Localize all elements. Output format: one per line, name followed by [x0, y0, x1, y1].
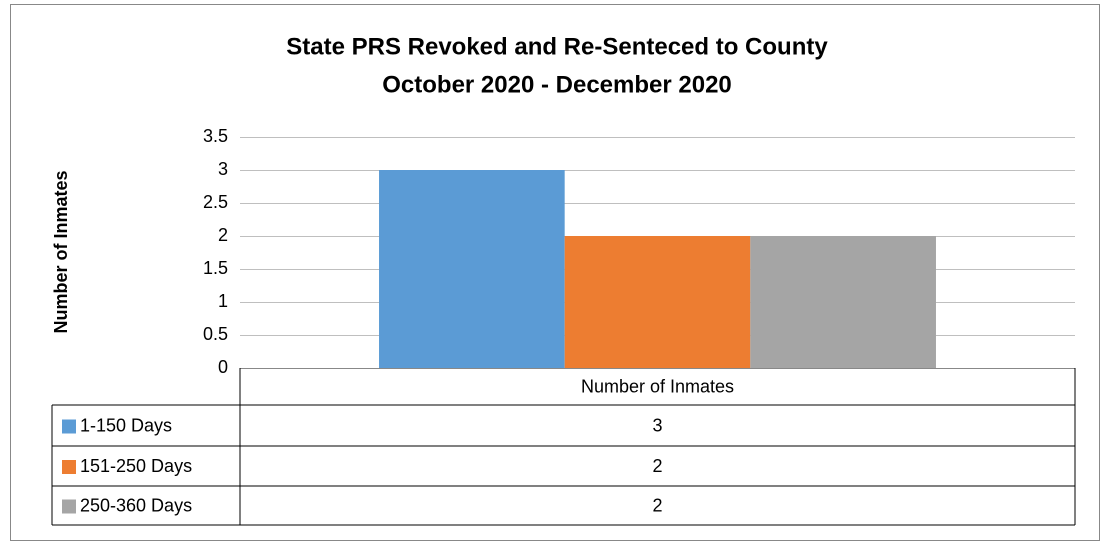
bar	[379, 170, 565, 368]
y-tick-label: 3.5	[203, 126, 228, 146]
legend-label: 250-360 Days	[80, 495, 192, 515]
y-tick-label: 2	[218, 225, 228, 245]
legend-label: 1-150 Days	[80, 415, 172, 435]
bar	[564, 236, 751, 368]
x-tick-label: Number of Inmates	[581, 376, 734, 396]
table-value: 3	[652, 415, 662, 435]
y-tick-label: 1	[218, 291, 228, 311]
table-value: 2	[652, 456, 662, 476]
legend-key	[62, 499, 76, 514]
chart-subtitle: October 2020 - December 2020	[382, 71, 732, 98]
legend-key	[62, 460, 76, 474]
y-tick-label: 1.5	[203, 258, 228, 278]
chart-title: State PRS Revoked and Re-Senteced to Cou…	[286, 33, 828, 60]
y-tick-label: 3	[218, 159, 228, 179]
y-tick-label: 2.5	[203, 192, 228, 212]
table-value: 2	[652, 495, 662, 515]
bar	[750, 236, 936, 368]
y-axis-title: Number of Inmates	[51, 170, 71, 333]
legend-label: 151-250 Days	[80, 456, 192, 476]
legend-key	[62, 419, 76, 434]
y-tick-label: 0.5	[203, 324, 228, 344]
y-tick-label: 0	[218, 357, 228, 377]
